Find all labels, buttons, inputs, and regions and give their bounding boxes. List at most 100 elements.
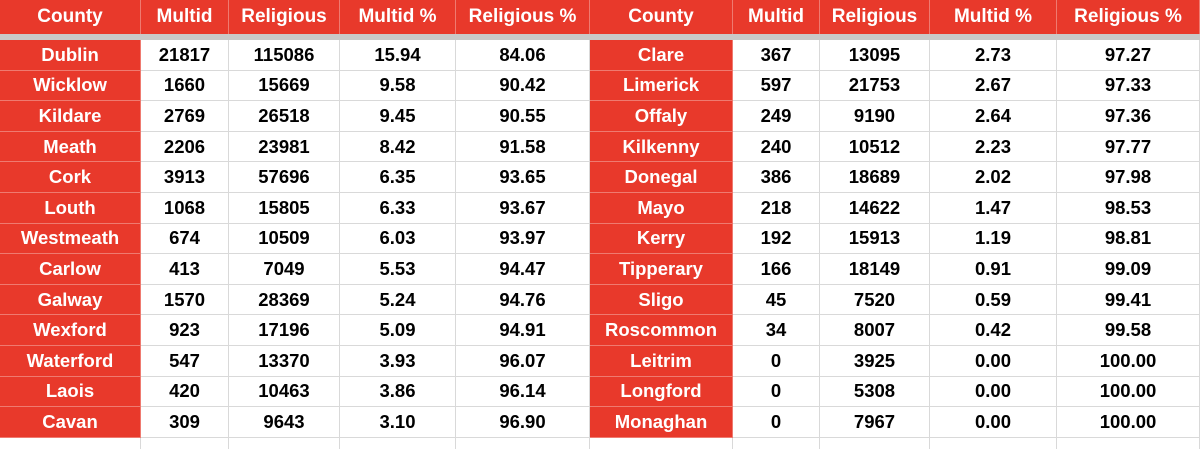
religious-cell[interactable]: 13095: [820, 40, 930, 71]
religious-pct-cell[interactable]: 97.36: [1057, 101, 1200, 132]
county-cell[interactable]: Dublin: [0, 40, 141, 71]
multid-cell[interactable]: 21817: [141, 40, 229, 71]
religious-pct-cell[interactable]: 84.06: [456, 40, 590, 71]
county-cell[interactable]: Offaly: [590, 101, 733, 132]
multid-cell[interactable]: 923: [141, 315, 229, 346]
religious-cell[interactable]: 10512: [820, 131, 930, 163]
multid-pct-cell[interactable]: 6.33: [340, 193, 456, 224]
religious-pct-cell[interactable]: 100.00: [1057, 346, 1200, 377]
religious-pct-cell[interactable]: 100.00: [1057, 376, 1200, 408]
multid-pct-cell[interactable]: 6.35: [340, 162, 456, 193]
multid-cell[interactable]: 420: [141, 376, 229, 408]
religious-pct-cell[interactable]: 97.33: [1057, 70, 1200, 102]
religious-pct-cell[interactable]: 96.14: [456, 376, 590, 408]
multid-cell[interactable]: 2206: [141, 131, 229, 163]
county-cell[interactable]: Kilkenny: [590, 131, 733, 163]
multid-cell[interactable]: 386: [733, 162, 820, 193]
religious-pct-cell[interactable]: 97.98: [1057, 162, 1200, 193]
multid-cell[interactable]: 240: [733, 131, 820, 163]
multid-cell[interactable]: 1660: [141, 70, 229, 102]
multid-pct-cell[interactable]: 8.42: [340, 131, 456, 163]
multid-pct-cell[interactable]: 1.19: [930, 223, 1057, 255]
religious-pct-cell[interactable]: 93.67: [456, 193, 590, 224]
religious-pct-cell[interactable]: 94.91: [456, 315, 590, 346]
empty-cell[interactable]: [456, 437, 590, 449]
religious-pct-cell[interactable]: 90.42: [456, 70, 590, 102]
header-multid-pct-2[interactable]: Multid %: [930, 0, 1057, 34]
religious-cell[interactable]: 23981: [229, 131, 340, 163]
religious-cell[interactable]: 7049: [229, 254, 340, 285]
county-cell[interactable]: Carlow: [0, 254, 141, 285]
county-cell[interactable]: Leitrim: [590, 346, 733, 377]
multid-cell[interactable]: 1570: [141, 284, 229, 316]
multid-pct-cell[interactable]: 0.59: [930, 284, 1057, 316]
religious-cell[interactable]: 8007: [820, 315, 930, 346]
multid-pct-cell[interactable]: 15.94: [340, 40, 456, 71]
county-cell[interactable]: Kildare: [0, 101, 141, 132]
header-religious-pct[interactable]: Religious %: [456, 0, 590, 34]
empty-cell[interactable]: [733, 437, 820, 449]
county-cell[interactable]: Laois: [0, 376, 141, 408]
religious-cell[interactable]: 21753: [820, 70, 930, 102]
multid-pct-cell[interactable]: 0.42: [930, 315, 1057, 346]
religious-pct-cell[interactable]: 93.97: [456, 223, 590, 255]
header-county-2[interactable]: County: [590, 0, 733, 34]
religious-cell[interactable]: 57696: [229, 162, 340, 193]
religious-pct-cell[interactable]: 96.90: [456, 407, 590, 438]
religious-cell[interactable]: 3925: [820, 346, 930, 377]
multid-pct-cell[interactable]: 6.03: [340, 223, 456, 255]
religious-cell[interactable]: 10463: [229, 376, 340, 408]
multid-pct-cell[interactable]: 2.23: [930, 131, 1057, 163]
frozen-row-divider[interactable]: [0, 34, 1200, 40]
county-cell[interactable]: Wicklow: [0, 70, 141, 102]
header-religious-2[interactable]: Religious: [820, 0, 930, 34]
empty-cell[interactable]: [0, 437, 141, 449]
multid-pct-cell[interactable]: 0.00: [930, 407, 1057, 438]
religious-pct-cell[interactable]: 91.58: [456, 131, 590, 163]
multid-cell[interactable]: 547: [141, 346, 229, 377]
religious-cell[interactable]: 115086: [229, 40, 340, 71]
religious-cell[interactable]: 18149: [820, 254, 930, 285]
empty-cell[interactable]: [820, 437, 930, 449]
county-cell[interactable]: Tipperary: [590, 254, 733, 285]
multid-cell[interactable]: 3913: [141, 162, 229, 193]
religious-pct-cell[interactable]: 90.55: [456, 101, 590, 132]
multid-cell[interactable]: 367: [733, 40, 820, 71]
header-multid-2[interactable]: Multid: [733, 0, 820, 34]
religious-pct-cell[interactable]: 94.47: [456, 254, 590, 285]
county-cell[interactable]: Mayo: [590, 193, 733, 224]
multid-cell[interactable]: 249: [733, 101, 820, 132]
multid-pct-cell[interactable]: 3.10: [340, 407, 456, 438]
multid-pct-cell[interactable]: 3.86: [340, 376, 456, 408]
religious-pct-cell[interactable]: 100.00: [1057, 407, 1200, 438]
multid-pct-cell[interactable]: 5.09: [340, 315, 456, 346]
religious-pct-cell[interactable]: 99.58: [1057, 315, 1200, 346]
county-cell[interactable]: Longford: [590, 376, 733, 408]
religious-cell[interactable]: 10509: [229, 223, 340, 255]
county-cell[interactable]: Galway: [0, 284, 141, 316]
multid-pct-cell[interactable]: 1.47: [930, 193, 1057, 224]
county-cell[interactable]: Waterford: [0, 346, 141, 377]
multid-cell[interactable]: 413: [141, 254, 229, 285]
multid-pct-cell[interactable]: 0.00: [930, 346, 1057, 377]
county-cell[interactable]: Donegal: [590, 162, 733, 193]
religious-cell[interactable]: 9643: [229, 407, 340, 438]
multid-cell[interactable]: 34: [733, 315, 820, 346]
header-county[interactable]: County: [0, 0, 141, 34]
header-multid-pct[interactable]: Multid %: [340, 0, 456, 34]
multid-pct-cell[interactable]: 5.24: [340, 284, 456, 316]
county-cell[interactable]: Monaghan: [590, 407, 733, 438]
county-cell[interactable]: Clare: [590, 40, 733, 71]
empty-cell[interactable]: [340, 437, 456, 449]
county-cell[interactable]: Meath: [0, 131, 141, 163]
religious-pct-cell[interactable]: 98.53: [1057, 193, 1200, 224]
multid-pct-cell[interactable]: 5.53: [340, 254, 456, 285]
religious-cell[interactable]: 5308: [820, 376, 930, 408]
multid-pct-cell[interactable]: 0.00: [930, 376, 1057, 408]
empty-cell[interactable]: [930, 437, 1057, 449]
multid-cell[interactable]: 192: [733, 223, 820, 255]
empty-cell[interactable]: [229, 437, 340, 449]
religious-pct-cell[interactable]: 99.09: [1057, 254, 1200, 285]
religious-pct-cell[interactable]: 98.81: [1057, 223, 1200, 255]
religious-cell[interactable]: 15805: [229, 193, 340, 224]
